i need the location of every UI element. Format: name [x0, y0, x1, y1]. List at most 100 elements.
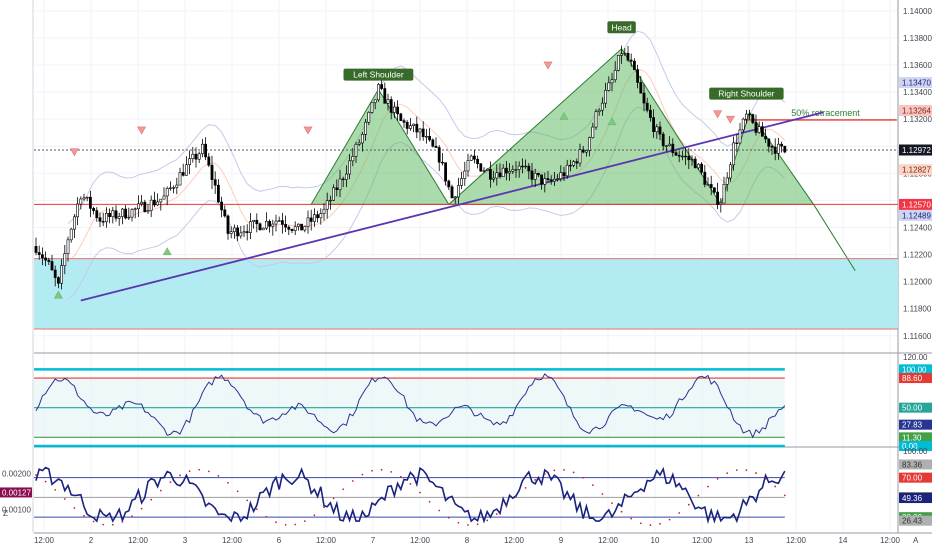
candle-body [623, 52, 627, 55]
oscillator-2-dot [620, 510, 623, 513]
price-tag-box [899, 209, 932, 221]
price-tick-label: 1.12400 [903, 223, 932, 232]
candle-body [89, 196, 92, 209]
candle-body [293, 226, 297, 231]
candle-body [492, 177, 496, 180]
candle-body [341, 178, 345, 181]
candle-body [73, 216, 76, 230]
buy-marker-icon [559, 111, 569, 120]
oscillator-2-dot [323, 506, 325, 509]
oscillator-1-tag-box [899, 441, 932, 451]
candle-body [613, 70, 617, 81]
candle-body [780, 143, 784, 147]
candle-body [287, 226, 291, 230]
candle-body [226, 215, 230, 234]
oscillator-2-dot [745, 469, 748, 472]
candle-body [616, 55, 620, 71]
time-tick-label: 12:00 [128, 536, 149, 545]
time-tick-label: 6 [277, 536, 282, 545]
candle-body [735, 142, 739, 145]
oscillator-2-dot [179, 474, 181, 477]
retracement-label: 50% retracement [791, 108, 860, 118]
price-tag-box [899, 198, 932, 210]
candle-body [418, 128, 422, 133]
oscillator-2-left-tag-label: 0.00127 [2, 488, 31, 497]
pattern-labels: Left Shoulder Head Right Shoulder [343, 21, 784, 100]
candle-body [428, 136, 432, 141]
oscillator-2-tick-label: 100.00 [903, 447, 928, 456]
candle-body [239, 232, 243, 237]
sell-marker-icon [543, 61, 553, 70]
oscillator-2-dot [198, 468, 201, 471]
oscillator-1-tag-box [899, 373, 932, 384]
oscillator-2-dot [351, 480, 354, 482]
pattern-label-text: Right Shoulder [718, 89, 774, 99]
candle-body [268, 220, 272, 227]
time-tick-label: 12:00 [316, 536, 337, 545]
oscillator-2-dot [495, 513, 498, 516]
support-zone-rect [34, 258, 898, 329]
price-tag-box [899, 144, 932, 156]
oscillator-2-dot [255, 508, 258, 511]
candle-body [121, 208, 124, 217]
candle-body [229, 231, 233, 234]
candle-body [111, 210, 115, 217]
oscillator-2-dot [601, 493, 604, 495]
candle-body [645, 102, 649, 111]
candle-body [249, 221, 252, 233]
oscillator-2-dot [207, 470, 210, 473]
candle-body [447, 180, 451, 188]
candle-body [316, 214, 320, 219]
oscillator-2-dot [697, 494, 700, 497]
oscillator-2-dot [111, 523, 114, 526]
candle-body [373, 99, 377, 103]
candle-body [344, 173, 348, 180]
pattern-label-box [343, 68, 414, 81]
oscillator-2-dot [332, 497, 335, 500]
candle-body [124, 208, 128, 219]
candle-body [652, 117, 656, 133]
candle-body [217, 184, 220, 203]
candle-body [687, 155, 691, 161]
candle-body [159, 198, 163, 203]
candle-body [700, 163, 704, 173]
oscillator-1-tick-label: 120.00 [903, 353, 928, 362]
candle-body [370, 102, 374, 113]
candle-body [776, 143, 780, 154]
candle-body [53, 269, 57, 278]
oscillator-2-dot [275, 521, 277, 524]
candle-body [719, 202, 723, 205]
candle-body [242, 231, 246, 234]
candle-body [696, 163, 700, 169]
candle-body [764, 136, 768, 140]
oscillator-2-dot [217, 474, 220, 477]
candle-body [741, 118, 745, 131]
candles [34, 45, 787, 290]
pattern-label-text: Head [611, 22, 632, 32]
candle-body [245, 231, 249, 233]
candle-body [594, 111, 598, 128]
candle-body [204, 143, 208, 158]
oscillator-2-last-label: 49.36 [902, 494, 923, 503]
horizontal-lines: 50% retracement [34, 108, 898, 330]
candle-body [169, 187, 172, 189]
time-tick-label: 14 [839, 536, 848, 545]
oscillator-1-last-box [899, 419, 932, 430]
trendline[interactable] [80, 111, 824, 302]
candle-body [703, 171, 707, 185]
time-axis[interactable]: 12:00 2 12:00 3 12:00 6 12:00 7 12:00 8 12:00 9 12:0… [3, 509, 919, 545]
price-tag-box [899, 104, 932, 116]
candle-body [309, 217, 313, 222]
candle-body [575, 161, 579, 164]
pattern-label-box [709, 87, 784, 100]
candle-body [744, 113, 748, 120]
candle-body [450, 186, 454, 199]
price-axis[interactable]: 1.14000 1.13800 1.13600 1.13400 1.13200 1.128… [0, 7, 932, 526]
time-tick-label: 12:00 [504, 536, 525, 545]
candle-body [738, 129, 742, 144]
oscillator-2-last-box [899, 493, 932, 504]
oscillator-2-dot [294, 523, 297, 526]
candle-body [588, 137, 592, 151]
time-tick-label: 12:00 [34, 536, 55, 545]
